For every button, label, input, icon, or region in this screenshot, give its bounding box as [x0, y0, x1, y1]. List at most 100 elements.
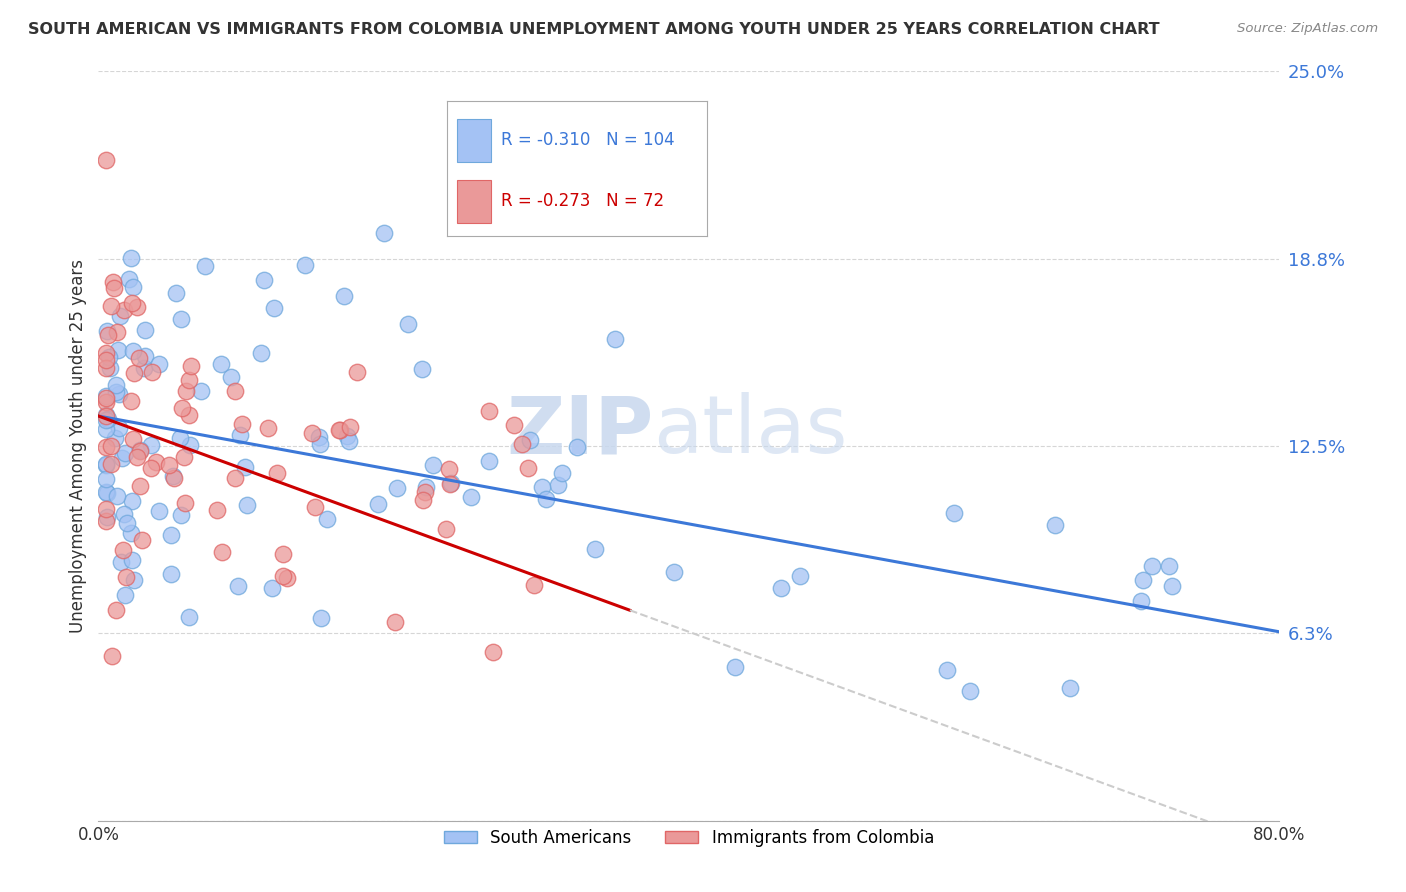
- Point: [94, 391, 117, 405]
- Point: [100, 299, 122, 313]
- Point: [477, 403, 499, 417]
- Point: [422, 458, 444, 472]
- Point: [94, 388, 117, 402]
- Point: [1159, 559, 1181, 574]
- Point: [105, 325, 128, 339]
- Point: [122, 367, 145, 381]
- Point: [105, 384, 128, 399]
- Point: [105, 603, 128, 617]
- Point: [339, 420, 361, 434]
- Point: [103, 275, 125, 289]
- Point: [170, 508, 193, 522]
- Point: [565, 440, 588, 454]
- Point: [148, 357, 170, 371]
- Point: [190, 384, 212, 398]
- Point: [96, 510, 118, 524]
- Point: [108, 420, 131, 434]
- Point: [98, 360, 121, 375]
- Point: [415, 480, 437, 494]
- Point: [770, 582, 793, 596]
- Point: [413, 485, 436, 500]
- Point: [257, 421, 280, 435]
- Point: [333, 288, 356, 302]
- Point: [935, 663, 957, 677]
- Point: [122, 343, 145, 358]
- Point: [174, 496, 197, 510]
- Point: [224, 384, 246, 398]
- Point: [263, 301, 285, 316]
- Point: [231, 417, 253, 431]
- Point: [101, 649, 124, 664]
- Point: [224, 471, 246, 485]
- Point: [96, 485, 118, 500]
- Point: [180, 359, 202, 373]
- Point: [105, 489, 128, 503]
- Point: [163, 470, 186, 484]
- Point: [1130, 594, 1153, 608]
- Point: [94, 422, 117, 436]
- Point: [328, 423, 350, 437]
- Point: [411, 362, 433, 376]
- Point: [94, 501, 117, 516]
- Point: [1140, 559, 1163, 574]
- Point: [94, 153, 117, 168]
- Point: [134, 361, 156, 376]
- Point: [437, 461, 460, 475]
- Point: [304, 500, 326, 515]
- Point: [226, 578, 249, 592]
- Point: [169, 431, 191, 445]
- Point: [129, 443, 152, 458]
- Point: [959, 683, 981, 698]
- Point: [112, 302, 135, 317]
- Point: [96, 514, 118, 528]
- Point: [114, 588, 136, 602]
- Point: [110, 309, 132, 323]
- Point: [97, 328, 120, 343]
- Legend: South Americans, Immigrants from Colombia: South Americans, Immigrants from Colombi…: [437, 822, 941, 854]
- Point: [262, 582, 284, 596]
- Point: [510, 437, 533, 451]
- Point: [174, 384, 197, 398]
- Point: [384, 615, 406, 629]
- Point: [229, 428, 252, 442]
- Point: [94, 484, 117, 499]
- Point: [271, 547, 294, 561]
- Point: [523, 578, 546, 592]
- Point: [94, 346, 117, 360]
- Point: [94, 458, 117, 472]
- Point: [148, 504, 170, 518]
- Point: [294, 258, 316, 272]
- Point: [209, 357, 232, 371]
- Y-axis label: Unemployment Among Youth under 25 years: Unemployment Among Youth under 25 years: [69, 259, 87, 633]
- Point: [478, 453, 501, 467]
- Point: [337, 434, 360, 449]
- Point: [122, 280, 145, 294]
- Point: [308, 430, 330, 444]
- Point: [122, 573, 145, 587]
- Point: [100, 457, 122, 471]
- Point: [235, 459, 257, 474]
- Point: [221, 370, 243, 384]
- Point: [129, 479, 152, 493]
- Point: [121, 553, 143, 567]
- Point: [165, 286, 187, 301]
- Point: [346, 365, 368, 379]
- Point: [316, 512, 339, 526]
- Point: [583, 541, 606, 556]
- Point: [301, 425, 323, 440]
- Point: [551, 466, 574, 480]
- Point: [179, 373, 201, 387]
- Point: [134, 349, 156, 363]
- Point: [110, 555, 132, 569]
- Point: [664, 566, 686, 580]
- Point: [271, 569, 294, 583]
- Point: [125, 301, 148, 315]
- Point: [439, 477, 461, 491]
- Point: [94, 395, 117, 409]
- Point: [96, 325, 118, 339]
- Point: [112, 508, 135, 522]
- Point: [250, 346, 273, 360]
- Point: [104, 378, 127, 392]
- Point: [141, 460, 163, 475]
- Point: [157, 458, 180, 472]
